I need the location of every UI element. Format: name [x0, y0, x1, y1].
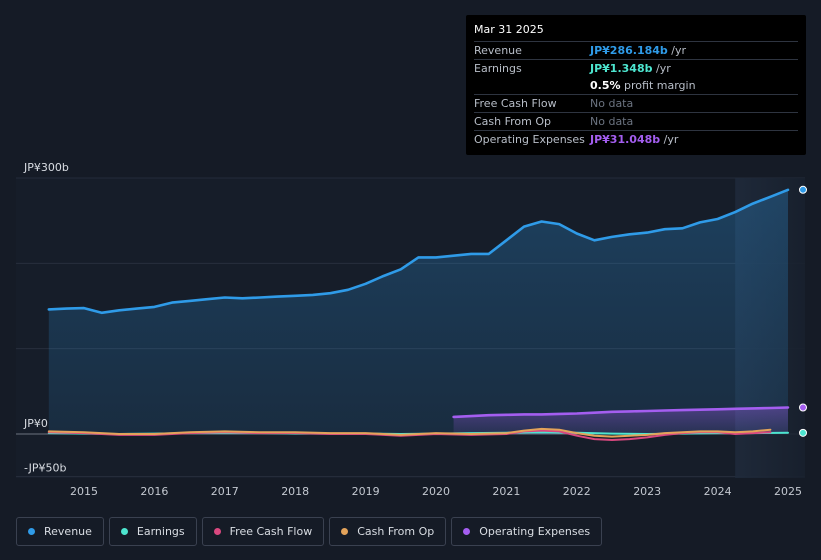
legend-label-cfo: Cash From Op [357, 525, 435, 538]
legend-item-fcf[interactable]: Free Cash Flow [201, 517, 325, 546]
opex-end-marker [799, 403, 807, 412]
x-tick-label: 2020 [422, 485, 450, 498]
cfo-dot-icon [341, 528, 349, 535]
tooltip-value-fcf: No data [590, 97, 634, 110]
tooltip-margin-text: profit margin [624, 79, 696, 92]
tooltip-label-cfo: Cash From Op [474, 112, 590, 131]
legend: Revenue Earnings Free Cash Flow Cash Fro… [16, 517, 603, 546]
tooltip-unit-opex: /yr [663, 133, 679, 146]
y-tick-label: -JP¥50b [24, 462, 66, 475]
tooltip-row-revenue: Revenue JP¥286.184b /yr [474, 41, 798, 60]
y-tick-label: JP¥300b [23, 161, 69, 174]
legend-label-opex: Operating Expenses [479, 525, 591, 538]
series-fills [48, 189, 789, 434]
opex-dot-icon [463, 528, 471, 535]
x-tick-label: 2016 [140, 485, 168, 498]
fcf-dot-icon [213, 528, 221, 535]
tooltip-value-cfo: No data [590, 115, 634, 128]
legend-item-cfo[interactable]: Cash From Op [329, 517, 447, 546]
revenue-area [48, 189, 789, 434]
legend-label-revenue: Revenue [44, 525, 92, 538]
y-tick-label: JP¥0 [23, 417, 48, 430]
x-tick-label: 2025 [774, 485, 802, 498]
series-lines [47, 188, 790, 441]
tooltip-value-opex: JP¥31.048b [590, 133, 661, 146]
legend-item-opex[interactable]: Operating Expenses [451, 517, 603, 546]
tooltip-value-revenue: JP¥286.184b [590, 44, 668, 57]
tooltip-label-earnings: Earnings [474, 59, 590, 77]
opex-area [453, 407, 788, 434]
tooltip-value-earnings: JP¥1.348b [590, 62, 653, 75]
tooltip-label-opex: Operating Expenses [474, 130, 590, 148]
y-axis-labels: JP¥300b JP¥0 -JP¥50b [23, 161, 69, 475]
earnings-end-marker [799, 428, 807, 437]
tooltip-panel: Mar 31 2025 Revenue JP¥286.184b /yr Earn… [466, 15, 806, 155]
revenue-line [47, 188, 790, 315]
x-tick-label: 2015 [70, 485, 98, 498]
x-tick-label: 2019 [352, 485, 380, 498]
tooltip-row-fcf: Free Cash Flow No data [474, 94, 798, 113]
tooltip-row-earnings: Earnings JP¥1.348b /yr [474, 59, 798, 77]
x-tick-label: 2021 [492, 485, 520, 498]
revenue-dot-icon [28, 528, 35, 535]
x-axis-labels: 2015 2016 2017 2018 2019 2020 2021 2022 2023 2024… [70, 485, 802, 498]
tooltip-row-cfo: Cash From Op No data [474, 112, 798, 131]
legend-item-revenue[interactable]: Revenue [16, 517, 104, 546]
tooltip-label-fcf: Free Cash Flow [474, 94, 590, 113]
tooltip-label-revenue: Revenue [474, 41, 590, 60]
x-tick-label: 2018 [281, 485, 309, 498]
tooltip-unit-earnings: /yr [655, 62, 671, 75]
tooltip-table: Revenue JP¥286.184b /yr Earnings JP¥1.34… [474, 41, 798, 148]
x-tick-label: 2023 [633, 485, 661, 498]
tooltip-date: Mar 31 2025 [474, 23, 544, 36]
cfo-line [47, 427, 772, 438]
series-end-markers [799, 185, 807, 437]
legend-label-earnings: Earnings [136, 525, 185, 538]
earnings-dot-icon [120, 528, 128, 535]
legend-label-fcf: Free Cash Flow [229, 525, 313, 538]
opex-line [452, 406, 790, 419]
x-tick-label: 2022 [563, 485, 591, 498]
revenue-end-marker [799, 185, 807, 194]
legend-item-earnings[interactable]: Earnings [108, 517, 197, 546]
tooltip-unit-revenue: /yr [671, 44, 687, 57]
tooltip-value-margin: 0.5% [590, 79, 621, 92]
tooltip-row-opex: Operating Expenses JP¥31.048b /yr [474, 130, 798, 148]
x-tick-label: 2017 [211, 485, 239, 498]
x-tick-label: 2024 [704, 485, 732, 498]
tooltip-row-margin: 0.5% profit margin [474, 77, 798, 95]
